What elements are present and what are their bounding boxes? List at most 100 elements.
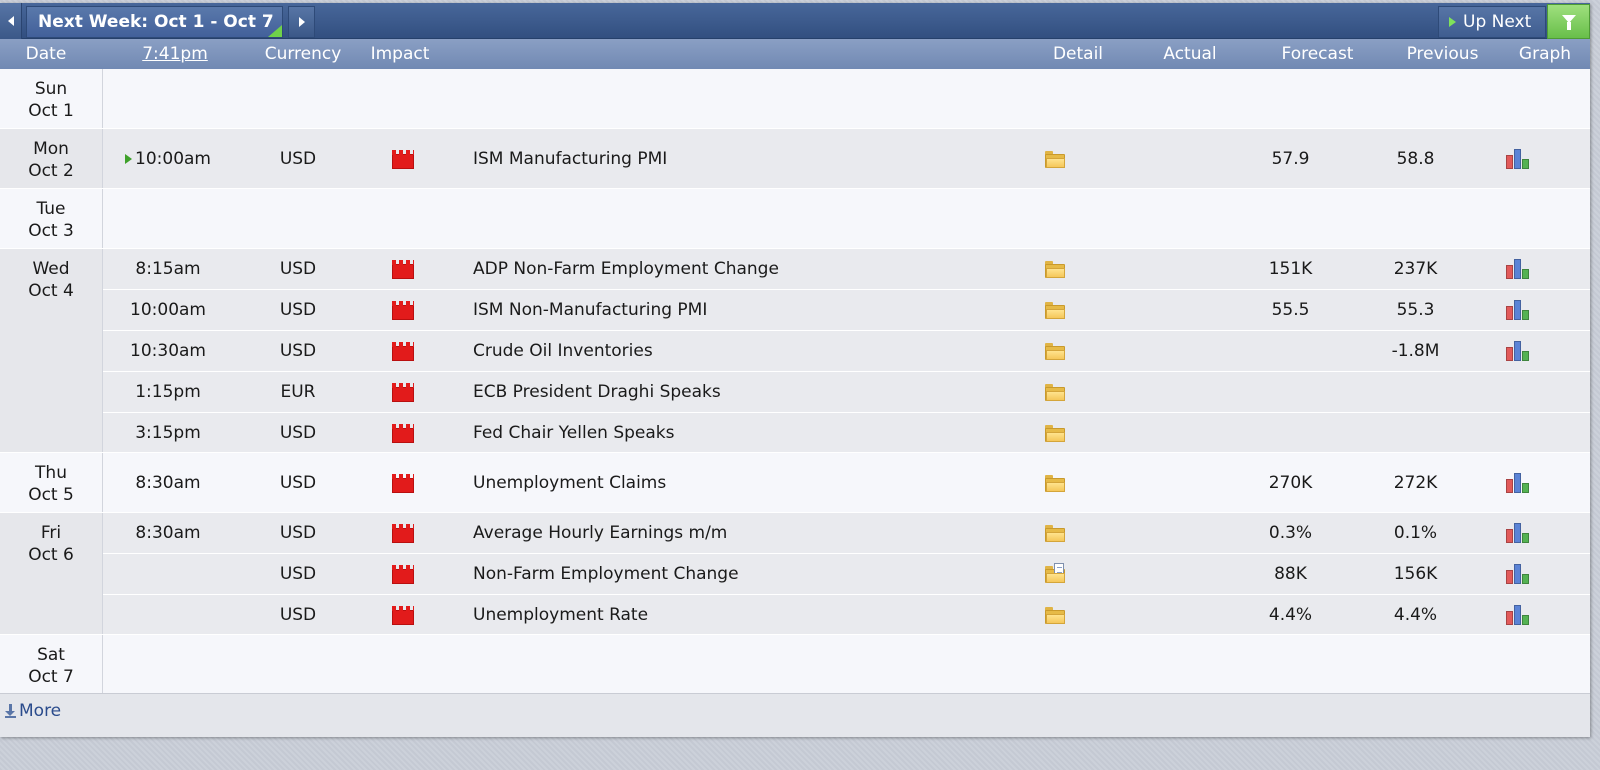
day-cell: Tue Oct 3 <box>0 189 103 249</box>
week-selector-button[interactable]: Next Week: Oct 1 - Oct 7 <box>26 6 283 38</box>
event-graph[interactable] <box>1478 129 1558 189</box>
event-impact[interactable] <box>368 290 438 330</box>
folder-icon <box>1045 150 1065 168</box>
event-impact[interactable] <box>368 372 438 412</box>
event-detail[interactable] <box>1003 413 1107 453</box>
event-graph[interactable] <box>1478 513 1558 553</box>
column-header-time[interactable]: 7:41pm <box>142 44 208 64</box>
event-detail[interactable] <box>1003 290 1107 330</box>
event-currency-text: USD <box>279 564 317 584</box>
up-next-button[interactable]: Up Next <box>1438 6 1546 38</box>
event-graph[interactable] <box>1478 595 1558 635</box>
next-week-button[interactable] <box>288 6 315 38</box>
event-detail[interactable] <box>1003 513 1107 553</box>
event-name-text: ISM Non-Manufacturing PMI <box>473 300 708 320</box>
event-name[interactable]: ISM Non-Manufacturing PMI <box>473 290 1033 330</box>
event-name[interactable]: Fed Chair Yellen Speaks <box>473 413 1033 453</box>
event-forecast-text: 57.9 <box>1271 149 1310 169</box>
day-of-week: Sun <box>34 79 68 99</box>
event-name[interactable]: Unemployment Rate <box>473 595 1033 635</box>
event-row[interactable]: 3:15pm USD Fed Chair Yellen Speaks <box>103 412 1590 453</box>
event-row[interactable]: USD Non-Farm Employment Change 88K 156K <box>103 553 1590 594</box>
event-row[interactable]: USD Unemployment Rate 4.4% 4.4% <box>103 594 1590 635</box>
event-row[interactable]: 1:15pm EUR ECB President Draghi Speaks <box>103 371 1590 412</box>
event-previous-text: 0.1% <box>1393 523 1438 543</box>
event-forecast-text: 270K <box>1268 473 1313 493</box>
event-name[interactable]: ADP Non-Farm Employment Change <box>473 249 1033 289</box>
event-detail[interactable] <box>1003 554 1107 594</box>
event-currency: USD <box>248 453 348 513</box>
event-impact[interactable] <box>368 453 438 513</box>
event-time-text: 8:15am <box>135 259 201 279</box>
high-impact-icon <box>392 423 414 443</box>
event-time-text: 1:15pm <box>135 382 201 402</box>
event-impact[interactable] <box>368 413 438 453</box>
event-name[interactable]: Unemployment Claims <box>473 453 1033 513</box>
event-impact[interactable] <box>368 129 438 189</box>
more-link[interactable]: More <box>5 700 61 722</box>
event-impact[interactable] <box>368 331 438 371</box>
event-graph[interactable] <box>1478 554 1558 594</box>
day-cell: Wed Oct 4 <box>0 249 103 453</box>
event-previous: 237K <box>1353 249 1478 289</box>
filter-button[interactable] <box>1547 4 1590 39</box>
event-detail[interactable] <box>1003 331 1107 371</box>
event-detail[interactable] <box>1003 372 1107 412</box>
day-group: Sat Oct 7 <box>0 635 1590 695</box>
event-detail[interactable] <box>1003 249 1107 289</box>
event-graph[interactable] <box>1478 290 1558 330</box>
event-currency-text: USD <box>279 473 317 493</box>
event-currency-text: USD <box>279 341 317 361</box>
high-impact-icon <box>392 473 414 493</box>
filter-icon <box>1561 14 1576 30</box>
day-group: Wed Oct 4 8:15am USD ADP Non-Farm Employment… <box>0 249 1590 453</box>
calendar-toolbar: Next Week: Oct 1 - Oct 7 Up Next <box>0 3 1590 39</box>
event-name[interactable]: Crude Oil Inventories <box>473 331 1033 371</box>
event-currency-text: USD <box>279 523 317 543</box>
day-date: Oct 1 <box>28 101 74 121</box>
event-row[interactable]: 8:15am USD ADP Non-Farm Employment Change 1… <box>103 249 1590 289</box>
event-impact[interactable] <box>368 595 438 635</box>
event-time: 10:00am <box>103 290 233 330</box>
event-graph[interactable] <box>1478 249 1558 289</box>
event-forecast: 0.3% <box>1228 513 1353 553</box>
folder-icon <box>1045 606 1065 624</box>
event-name[interactable]: Non-Farm Employment Change <box>473 554 1033 594</box>
event-row[interactable]: 8:30am USD Unemployment Claims 270K 272K <box>103 453 1590 513</box>
event-detail[interactable] <box>1003 453 1107 513</box>
event-time: 10:00am <box>103 129 233 189</box>
event-currency: USD <box>248 413 348 453</box>
event-impact[interactable] <box>368 554 438 594</box>
column-header-detail: Detail <box>1052 44 1104 64</box>
event-previous-text: 4.4% <box>1393 605 1438 625</box>
event-detail[interactable] <box>1003 595 1107 635</box>
previous-week-button[interactable] <box>0 3 22 39</box>
bar-chart-icon <box>1506 300 1530 320</box>
event-forecast <box>1228 413 1353 453</box>
event-forecast: 88K <box>1228 554 1353 594</box>
event-row[interactable]: 10:00am USD ISM Manufacturing PMI 57.9 58.8 <box>103 129 1590 189</box>
event-row[interactable]: 8:30am USD Average Hourly Earnings m/m 0.3%… <box>103 513 1590 553</box>
event-previous: 0.1% <box>1353 513 1478 553</box>
event-name[interactable]: ISM Manufacturing PMI <box>473 129 1033 189</box>
day-cell: Sun Oct 1 <box>0 69 103 129</box>
event-forecast: 4.4% <box>1228 595 1353 635</box>
event-impact[interactable] <box>368 249 438 289</box>
event-impact[interactable] <box>368 513 438 553</box>
event-name[interactable]: Average Hourly Earnings m/m <box>473 513 1033 553</box>
event-name[interactable]: ECB President Draghi Speaks <box>473 372 1033 412</box>
event-row[interactable]: 10:00am USD ISM Non-Manufacturing PMI 55.5 5… <box>103 289 1590 330</box>
event-detail[interactable] <box>1003 129 1107 189</box>
event-graph[interactable] <box>1478 453 1558 513</box>
event-previous: 58.8 <box>1353 129 1478 189</box>
up-next-label: Up Next <box>1463 12 1532 32</box>
event-forecast-text: 4.4% <box>1268 605 1313 625</box>
event-currency: USD <box>248 290 348 330</box>
day-cell: Sat Oct 7 <box>0 635 103 695</box>
folder-icon <box>1045 260 1065 278</box>
event-graph[interactable] <box>1478 331 1558 371</box>
event-time-text: 8:30am <box>135 473 201 493</box>
event-row[interactable]: 10:30am USD Crude Oil Inventories -1.8M <box>103 330 1590 371</box>
week-label: Next Week: Oct 1 - Oct 7 <box>38 12 274 32</box>
day-date: Oct 6 <box>28 545 74 565</box>
